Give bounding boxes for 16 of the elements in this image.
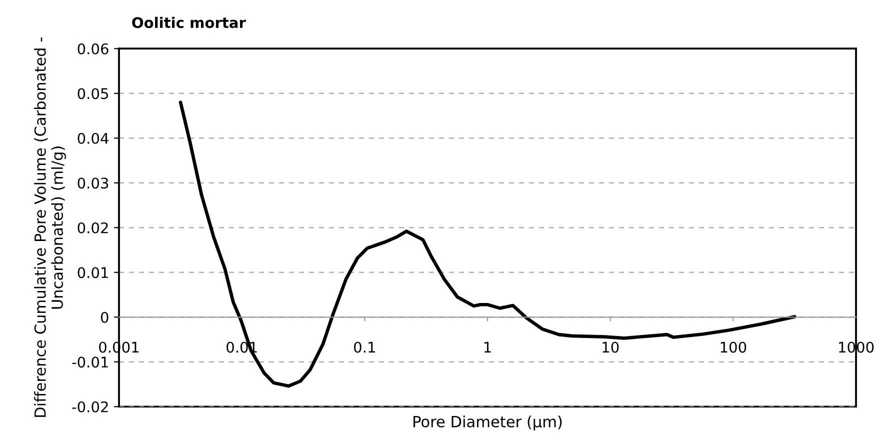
y-tick-label: 0.05 bbox=[78, 88, 108, 100]
chart-title: Oolitic mortar bbox=[132, 16, 246, 28]
y-tick-label: 0.02 bbox=[78, 222, 108, 234]
y-tick-label: 0 bbox=[100, 312, 108, 323]
y-tick-label: -0.01 bbox=[72, 356, 108, 368]
y-tick-label: 0.03 bbox=[78, 178, 108, 189]
y-tick-label: -0.02 bbox=[72, 401, 108, 412]
x-axis-title: Pore Diameter (μm) bbox=[414, 416, 562, 430]
y-axis-title: Difference Cumulative Pore Volume (Carbonated - Uncarbonated) (ml/g) bbox=[34, 38, 66, 417]
x-tick-label: 10 bbox=[602, 342, 619, 353]
x-tick-label: 1 bbox=[484, 342, 491, 353]
y-tick-label: 0.06 bbox=[78, 43, 108, 54]
x-tick-label: 0.1 bbox=[354, 342, 375, 353]
x-tick-label: 100 bbox=[720, 342, 746, 353]
y-tick-label: 0.01 bbox=[78, 267, 108, 278]
y-tick-label: 0.04 bbox=[78, 132, 108, 144]
